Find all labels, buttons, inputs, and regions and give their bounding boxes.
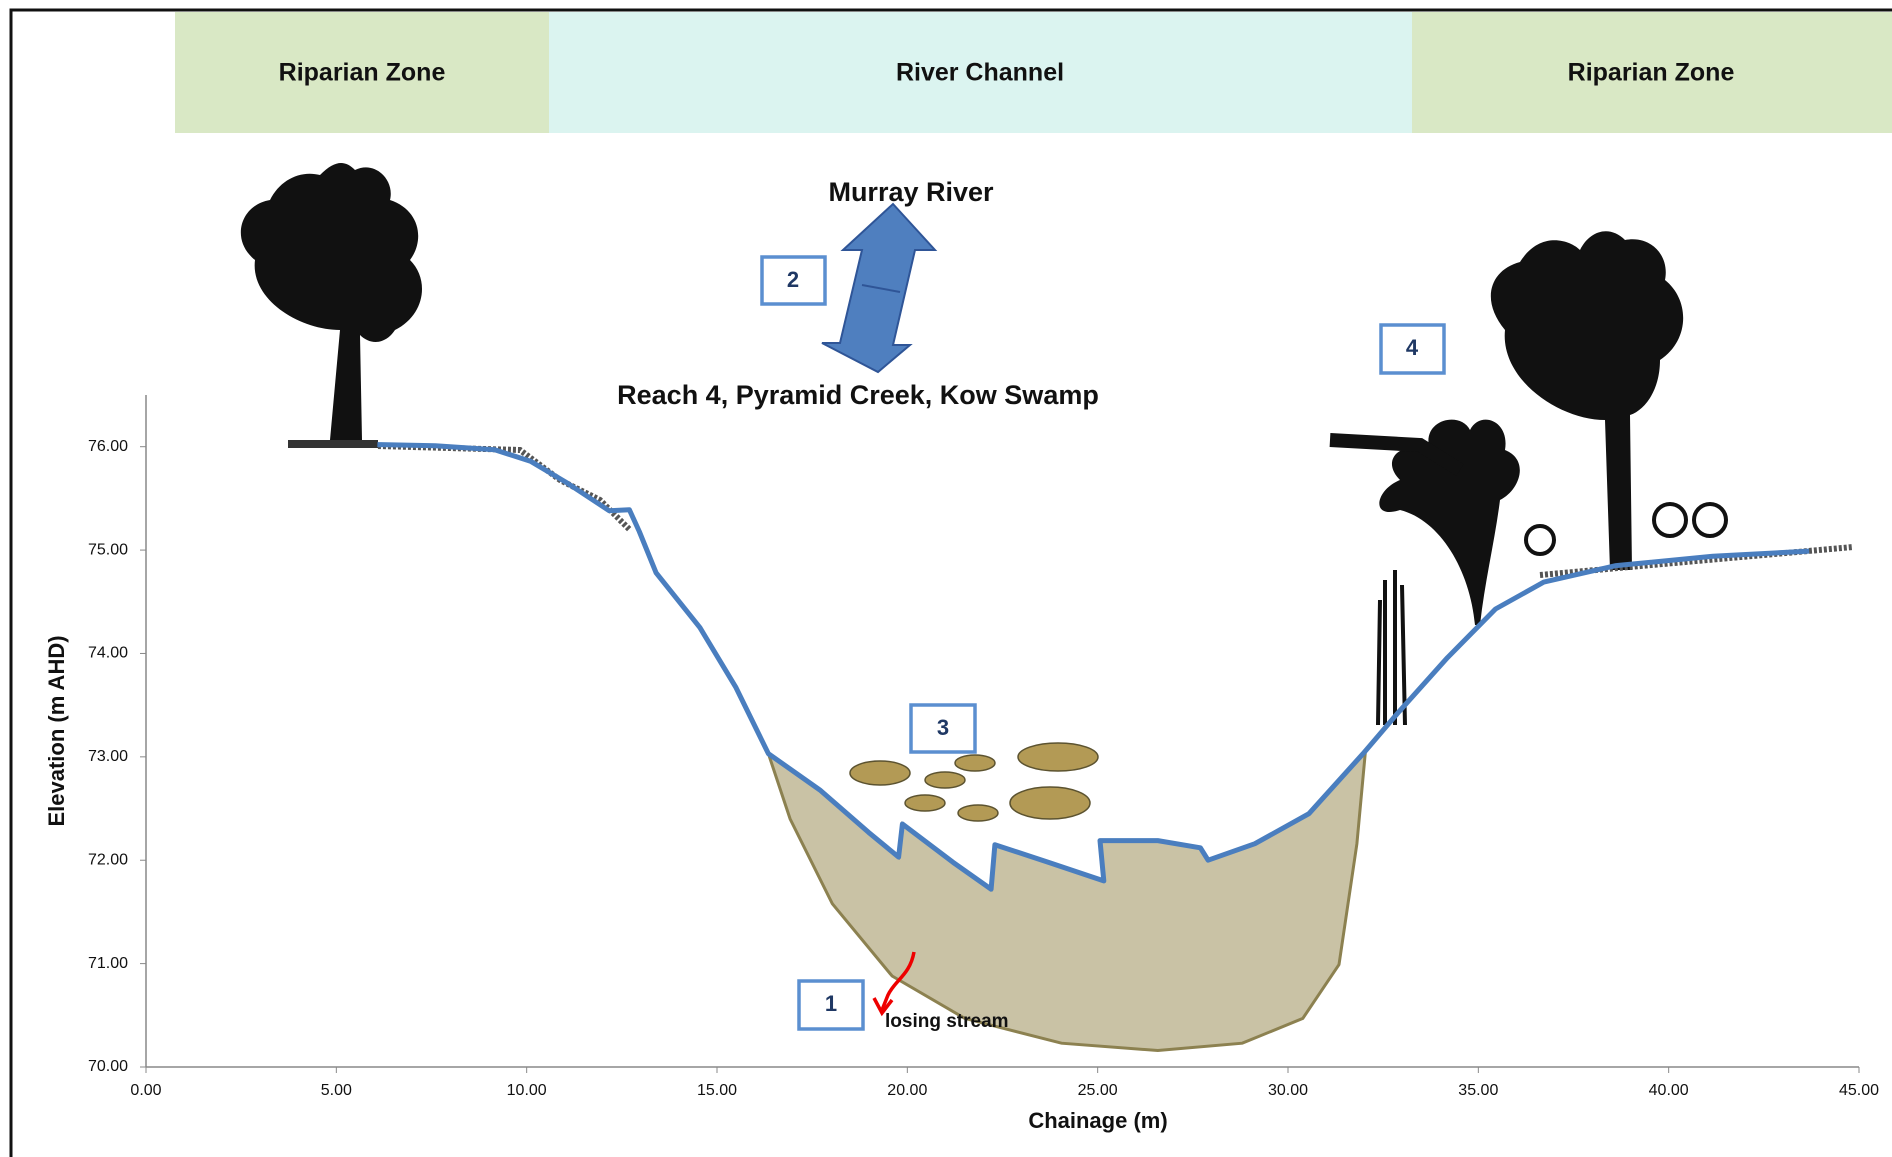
annotation: Murray River — [828, 177, 994, 207]
y-tick-label: 76.00 — [88, 438, 128, 455]
x-axis-label: Chainage (m) — [1028, 1108, 1167, 1133]
x-tick-label: 5.00 — [321, 1082, 352, 1099]
annotation: Reach 4, Pyramid Creek, Kow Swamp — [617, 380, 1099, 410]
y-tick-label: 73.00 — [88, 748, 128, 765]
y-tick-label: 74.00 — [88, 645, 128, 662]
number-label: 2 — [787, 267, 799, 292]
x-tick-label: 35.00 — [1458, 1082, 1498, 1099]
zone-label: Riparian Zone — [279, 59, 446, 87]
x-tick-label: 40.00 — [1649, 1082, 1689, 1099]
number-label: 1 — [825, 991, 837, 1016]
zone-label: Riparian Zone — [1568, 59, 1735, 87]
y-axis-label: Elevation (m AHD) — [44, 635, 69, 826]
y-tick-label: 72.00 — [88, 851, 128, 868]
number-label: 3 — [937, 715, 949, 740]
x-tick-label: 15.00 — [697, 1082, 737, 1099]
chart: Riparian Zone River Channel Riparian Zon… — [0, 0, 1892, 1157]
x-tick-label: 20.00 — [887, 1082, 927, 1099]
x-tick-label: 0.00 — [130, 1082, 161, 1099]
y-tick-label: 70.00 — [88, 1058, 128, 1075]
x-tick-label: 25.00 — [1078, 1082, 1118, 1099]
x-tick-label: 10.00 — [507, 1082, 547, 1099]
x-tick-label: 45.00 — [1839, 1082, 1879, 1099]
number-label: 4 — [1406, 335, 1419, 360]
zone-label: River Channel — [896, 59, 1064, 87]
y-tick-label: 71.00 — [88, 955, 128, 972]
y-tick-label: 75.00 — [88, 541, 128, 558]
annotation: losing stream — [885, 1011, 1009, 1032]
x-tick-label: 30.00 — [1268, 1082, 1308, 1099]
